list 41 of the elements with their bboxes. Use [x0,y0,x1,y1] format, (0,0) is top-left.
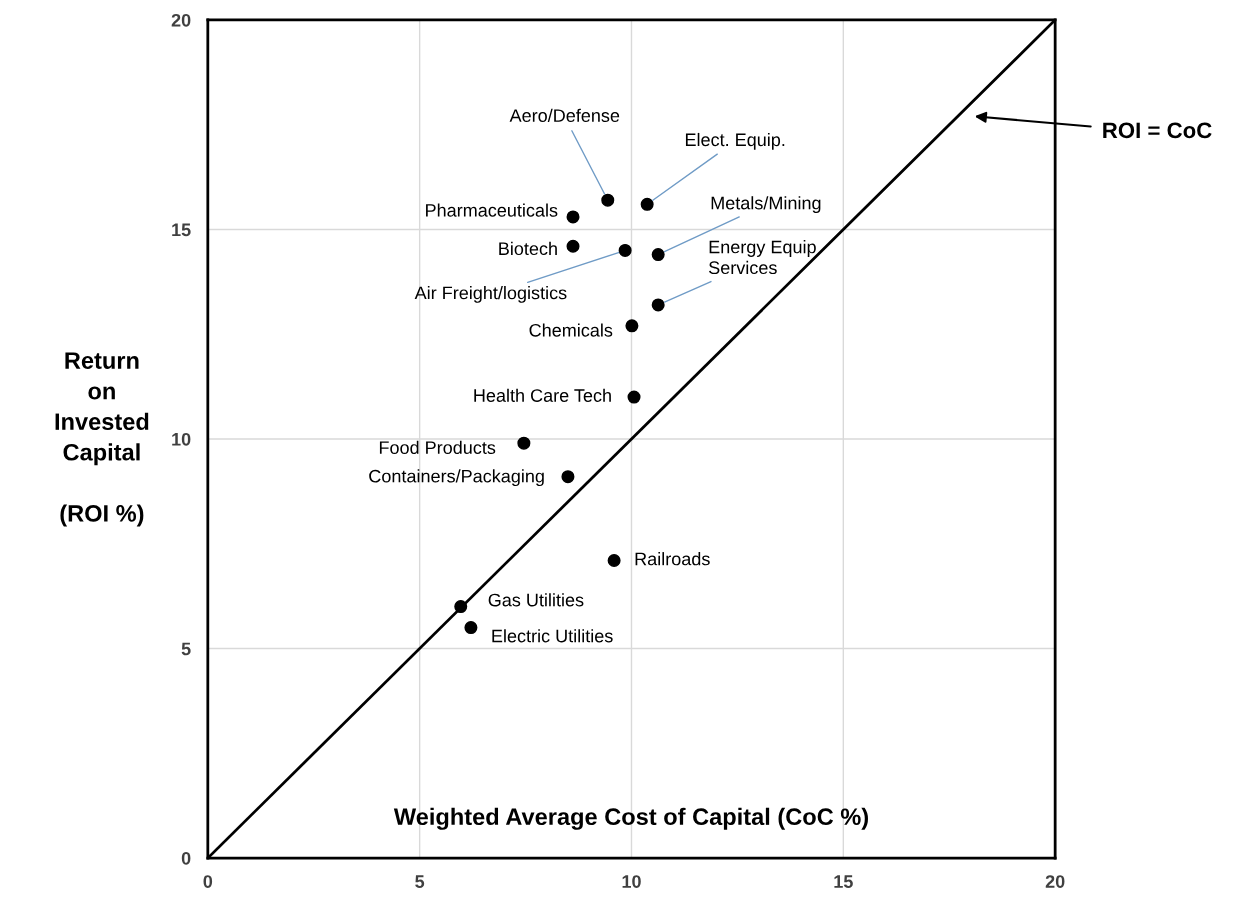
annotation: Metals/Mining [711,196,821,214]
annotation: Railroads [635,552,710,566]
point [566,239,580,253]
annotation: Biotech [499,241,557,256]
x-tick-label: 20 [1045,875,1065,888]
y-tick-label: 10 [172,432,191,446]
y-tick-label: 0 [181,851,191,865]
point [627,390,641,404]
annotation: Air Freight/logistics [414,286,567,303]
x-tick-label: 10 [622,875,641,888]
text: ROI = CoC [1103,122,1212,139]
annotation: Food Products [379,440,496,455]
text: Return on Invested Capital (ROI %) [55,352,149,527]
annotation: Gas Utilities [488,593,584,607]
annotation: Containers/Packaging [369,469,544,487]
y-tick-label: 20 [171,13,191,27]
point [651,248,665,262]
point [618,243,632,257]
point [640,197,654,211]
point [517,436,531,450]
annotation: Health Care Tech [474,388,611,402]
point [561,470,575,484]
x-tick-label: 5 [415,875,425,888]
point [625,319,639,333]
point [651,298,665,312]
point [601,193,615,207]
annotation: Energy Equip Services [709,240,816,275]
x-tick-label: 15 [834,875,853,888]
point [607,554,621,568]
point [566,210,580,224]
y-tick-label: 5 [181,642,191,656]
annotation: Pharmaceuticals [426,203,558,217]
x-axis-title: Weighted Average Cost of Capital (CoC %) [393,807,868,830]
annotation: Chemicals [529,323,613,337]
point [464,621,478,635]
annotation: Electric Utilities [492,629,613,643]
x-tick-label: 0 [203,875,213,888]
y-tick-label: 15 [172,223,191,237]
annotation: Aero/Defense [509,108,620,122]
annotation: Elect. Equip. [685,132,785,150]
point [454,600,468,614]
